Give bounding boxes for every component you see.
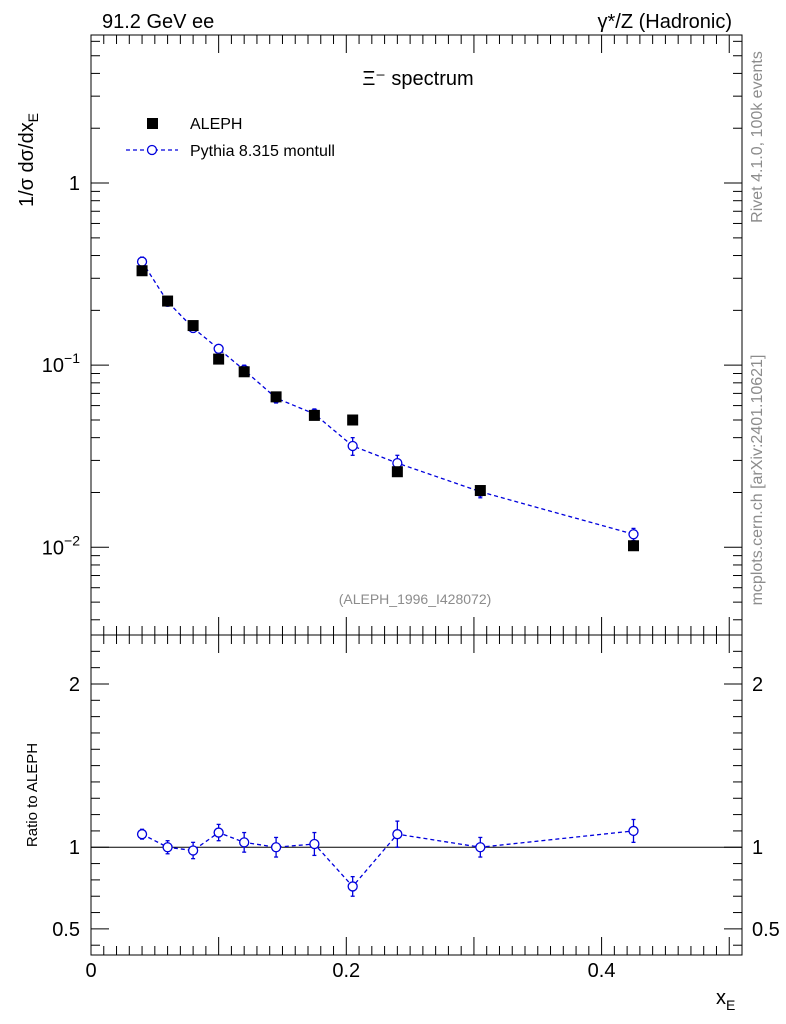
legend: ALEPH Pythia 8.315 montull [126, 116, 335, 160]
main-ylabel-sub: E [25, 113, 41, 122]
mcplots-label: mcplots.cern.ch [arXiv:2401.10621] [749, 355, 766, 606]
main-plot-frame [90, 34, 743, 636]
plot-title: Ξ⁻ spectrum [362, 68, 473, 90]
main-ytick-label: 10−1 [42, 350, 80, 377]
ratio-axis-ticks [90, 634, 742, 955]
ratio-point [309, 838, 320, 850]
ratio-ytick-label-right: 1 [752, 837, 763, 859]
legend-mc-label: Pythia 8.315 montull [190, 143, 335, 160]
ratio-point [270, 842, 282, 853]
mc-line [141, 261, 634, 535]
data-point [187, 320, 199, 332]
mc-point [347, 440, 358, 452]
ratio-ytick-label-left: 0.5 [52, 919, 80, 941]
legend-mc-marker [146, 144, 158, 156]
ratio-ylabel: Ratio to ALEPH [24, 743, 41, 847]
ratio-plot-frame [90, 634, 743, 956]
main-ytick-label: 10−2 [42, 532, 80, 559]
ratio-tick-labels: 0.5 0.5 1 1 2 2 0 0.2 0.4 [52, 674, 780, 982]
data-point [136, 265, 148, 277]
ratio-ytick-label-left: 2 [69, 674, 80, 696]
legend-data-label: ALEPH [190, 116, 242, 133]
mc-series [136, 256, 639, 542]
ratio-point [392, 829, 403, 840]
header-right: γ*/Z (Hadronic) [598, 11, 732, 33]
xtick-label: 0 [85, 960, 96, 982]
ratio-ytick-label-right: 0.5 [752, 919, 780, 941]
main-ylabel-text: 1/σ dσ/dx [16, 122, 38, 207]
data-point [213, 353, 225, 365]
analysis-tag: (ALEPH_1996_I428072) [339, 591, 492, 607]
legend-data-marker [147, 118, 158, 129]
data-point [474, 485, 486, 497]
data-point [308, 409, 320, 421]
ratio-point [213, 827, 224, 838]
svg-text:1/σ dσ/dxE: 1/σ dσ/dxE [16, 113, 41, 207]
x-axis-label: xE [716, 987, 735, 1013]
xtick-label: 0.4 [588, 960, 616, 982]
main-ytick-labels: 10−2 10−1 1 [42, 173, 80, 559]
mc-point [628, 529, 639, 540]
data-point [391, 466, 403, 478]
main-ylabel: 1/σ dσ/dxE [16, 113, 41, 207]
main-ytick-label: 1 [69, 173, 80, 195]
mc-point [213, 343, 224, 354]
x-axis-label-text: x [716, 987, 726, 1009]
mc-point [136, 256, 148, 267]
data-point [270, 391, 282, 403]
header-left: 91.2 GeV ee [102, 11, 214, 33]
ratio-point [628, 825, 639, 837]
data-point [238, 366, 250, 378]
ratio-ytick-label-left: 1 [69, 837, 80, 859]
data-point [347, 414, 359, 426]
ratio-point [239, 837, 250, 848]
ratio-line [141, 830, 634, 888]
main-axis-ticks [90, 35, 742, 635]
ratio-point [136, 829, 148, 840]
ratio-ytick-label-right: 2 [752, 674, 763, 696]
data-point [162, 295, 174, 307]
data-series [136, 265, 639, 552]
data-point [628, 540, 639, 552]
ratio-point [347, 881, 358, 892]
xtick-label: 0.2 [332, 960, 360, 982]
ratio-point [475, 842, 486, 853]
ratio-point [162, 842, 173, 853]
x-axis-label-sub: E [726, 997, 735, 1013]
ratio-series [136, 818, 639, 897]
ratio-point [187, 845, 199, 856]
rivet-label: Rivet 4.1.0, 100k events [749, 51, 766, 223]
